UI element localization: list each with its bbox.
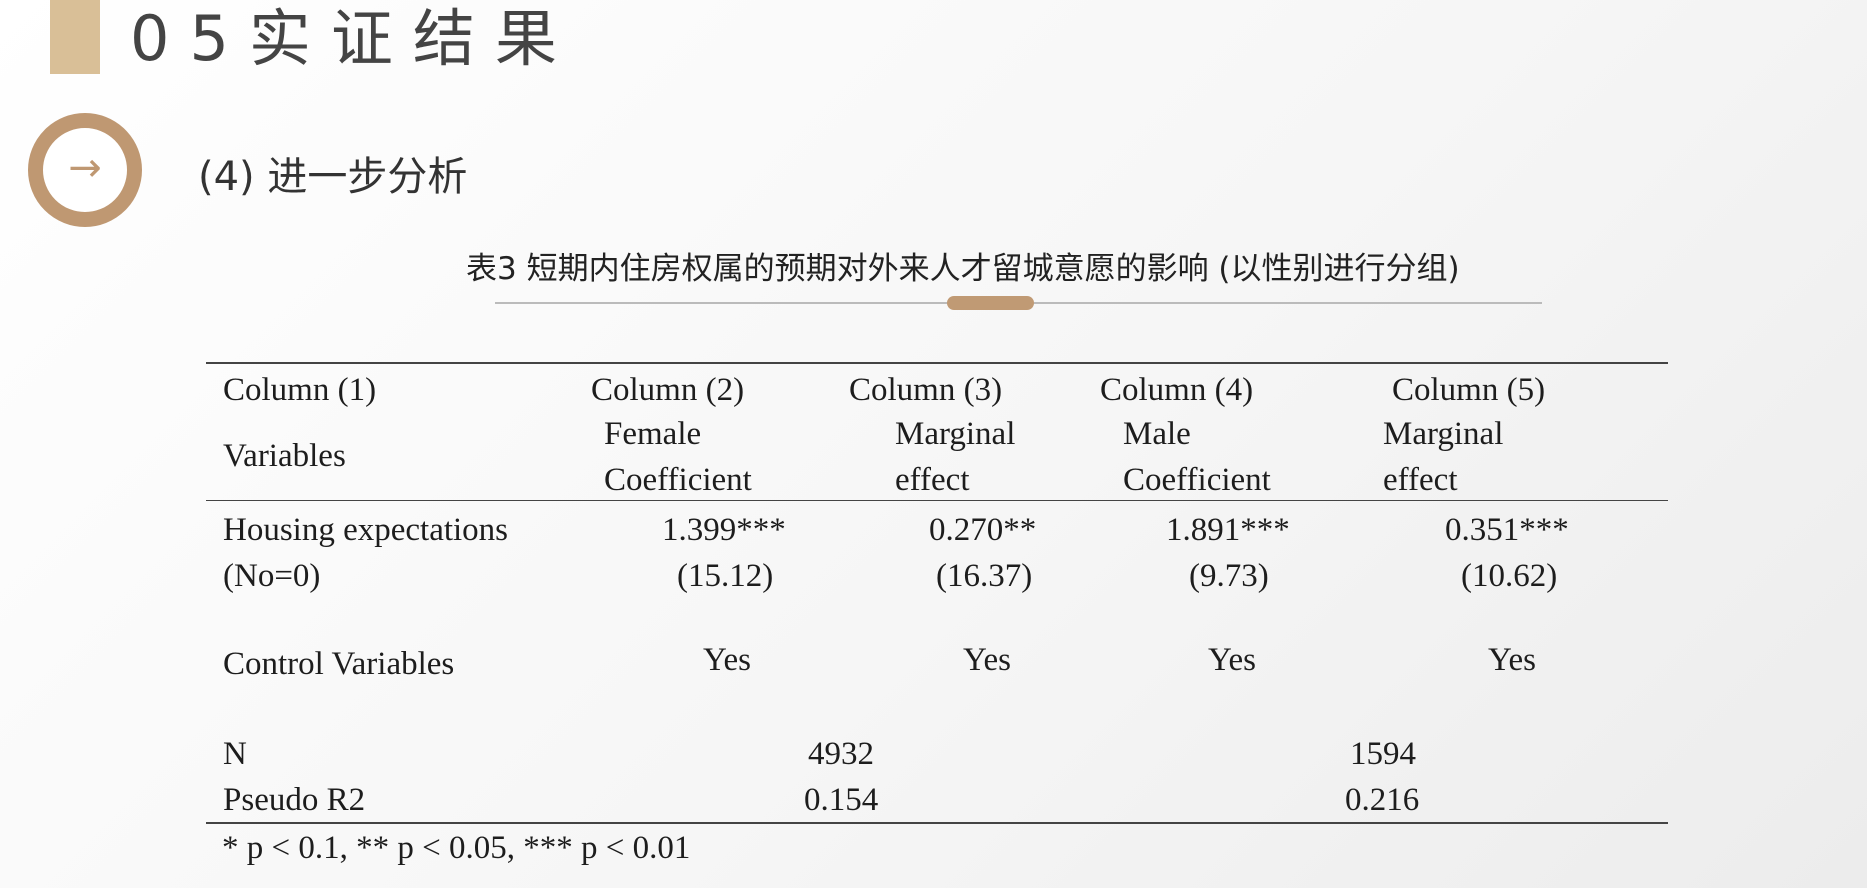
stat-cell-4: (9.73) [1189, 558, 1269, 594]
column-header-1: Column (1) [223, 372, 377, 408]
regression-table: Column (1) Column (2) Column (3) Column … [206, 362, 1668, 824]
subheader-2-line2: Coefficient [604, 462, 752, 498]
column-header-3: Column (3) [849, 372, 1003, 408]
control-cell-5: Yes [1488, 642, 1537, 678]
column-header-5: Column (5) [1392, 372, 1546, 408]
r2-female-cell: 0.154 [804, 782, 879, 818]
subheader-variables: Variables [223, 438, 346, 474]
n-female-cell: 4932 [808, 736, 874, 772]
column-header-4: Column (4) [1100, 372, 1254, 408]
page-title: 05实证结果 [130, 2, 577, 75]
subheader-4-line1: Male [1123, 416, 1191, 452]
control-cell-3: Yes [963, 642, 1012, 678]
row-label-housing-line1: Housing expectations [223, 512, 509, 548]
n-male-cell: 1594 [1350, 736, 1416, 772]
caption-pill-decoration [947, 296, 1034, 310]
coef-cell-3: 0.270** [929, 512, 1037, 548]
title-accent-bar [50, 0, 100, 74]
subheader-5-line2: effect [1383, 462, 1458, 498]
table-caption: 表3 短期内住房权属的预期对外来人才留城意愿的影响 (以性别进行分组) [466, 251, 1460, 287]
subheader-4-line2: Coefficient [1123, 462, 1271, 498]
column-header-2: Column (2) [591, 372, 745, 408]
table-top-rule [206, 362, 1668, 364]
control-cell-4: Yes [1208, 642, 1257, 678]
table-bottom-rule [206, 822, 1668, 824]
stat-cell-2: (15.12) [677, 558, 774, 594]
stat-cell-5: (10.62) [1461, 558, 1558, 594]
stat-cell-3: (16.37) [936, 558, 1033, 594]
row-label-n: N [223, 736, 247, 772]
coef-cell-4: 1.891*** [1166, 512, 1290, 548]
subheader-5-line1: Marginal [1383, 416, 1504, 452]
section-heading: (4) 进一步分析 [198, 154, 468, 200]
coef-cell-2: 1.399*** [662, 512, 786, 548]
row-label-control: Control Variables [223, 646, 455, 682]
table-footnote: * p < 0.1, ** p < 0.05, *** p < 0.01 [222, 830, 691, 866]
r2-male-cell: 0.216 [1345, 782, 1420, 818]
section-ring: → [28, 113, 142, 227]
row-label-pseudo-r2: Pseudo R2 [223, 782, 366, 818]
subheader-3-line1: Marginal [895, 416, 1016, 452]
subheader-3-line2: effect [895, 462, 970, 498]
row-label-housing-line2: (No=0) [223, 558, 321, 594]
table-header-rule [206, 500, 1668, 501]
subheader-2-line1: Female [604, 416, 702, 452]
control-cell-2: Yes [703, 642, 752, 678]
right-arrow-icon: → [68, 145, 102, 191]
coef-cell-5: 0.351*** [1445, 512, 1569, 548]
